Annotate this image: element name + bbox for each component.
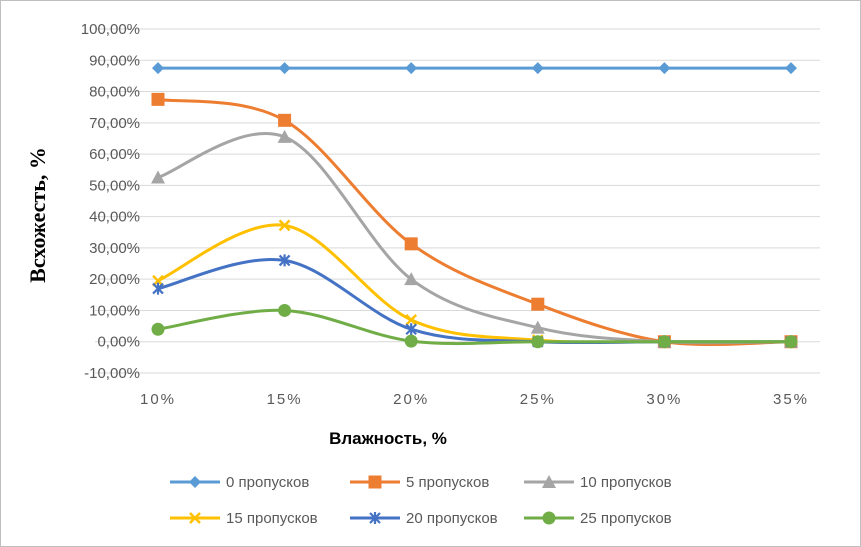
data-point — [152, 282, 164, 295]
data-point — [152, 62, 164, 75]
legend-label: 20 пропусков — [406, 510, 498, 527]
legend-marker — [369, 512, 381, 524]
data-point — [278, 113, 292, 127]
data-point — [405, 313, 418, 326]
legend-label: 5 пропусков — [406, 474, 489, 491]
data-point — [531, 297, 545, 311]
legend-marker — [542, 511, 556, 525]
legend-marker — [542, 475, 556, 488]
data-point — [657, 335, 671, 349]
data-point — [530, 320, 545, 334]
series-lines — [151, 62, 798, 349]
legend-item: 10 пропусков — [524, 474, 672, 491]
legend-item: 25 пропусков — [524, 510, 672, 527]
x-axis-label: Влажность, % — [329, 429, 447, 448]
series-3 — [152, 219, 797, 348]
y-tick-label: 80,00% — [89, 84, 140, 101]
series-line — [157, 223, 792, 344]
data-point — [405, 62, 418, 75]
y-axis-label: Всхожесть, % — [25, 147, 50, 283]
legend-marker — [368, 475, 382, 489]
series-line — [157, 308, 791, 346]
series-2 — [151, 129, 798, 348]
series-4 — [152, 254, 797, 348]
data-point — [278, 303, 292, 317]
legend-item: 20 пропусков — [350, 510, 498, 527]
data-point — [531, 62, 544, 75]
y-axis-ticks: -10,00% 0,00% 10,00% 20,00% 30,00% 40,00% 50,0… — [81, 21, 140, 382]
data-point — [151, 92, 165, 106]
data-point — [278, 254, 291, 267]
data-point — [404, 237, 418, 251]
x-tick-label: 10% — [140, 391, 176, 408]
legend-label: 0 пропусков — [226, 474, 309, 491]
x-tick-label: 20% — [393, 391, 429, 408]
legend-marker — [189, 512, 201, 524]
data-point — [785, 62, 797, 75]
y-tick-label: 40,00% — [89, 209, 140, 226]
legend-marker — [189, 476, 201, 488]
data-point — [784, 335, 798, 349]
data-point — [531, 335, 545, 349]
gridlines — [95, 28, 820, 374]
y-tick-label: 10,00% — [89, 302, 140, 319]
data-point — [405, 323, 417, 336]
y-tick-label: 30,00% — [89, 240, 140, 257]
y-tick-label: 0,00% — [97, 334, 140, 351]
data-point — [658, 62, 671, 75]
y-tick-label: -10,00% — [84, 365, 140, 382]
legend-item: 15 пропусков — [170, 510, 318, 527]
y-tick-label: 20,00% — [89, 271, 140, 288]
series-line — [157, 257, 791, 345]
y-tick-label: 100,00% — [81, 21, 140, 38]
x-axis-ticks: 10% 15% 20% 25% 30% 35% — [140, 391, 809, 408]
data-point — [277, 129, 292, 143]
legend-item: 0 пропусков — [170, 474, 309, 491]
data-point — [278, 219, 291, 232]
x-tick-label: 15% — [267, 391, 303, 408]
y-tick-label: 50,00% — [89, 177, 140, 194]
legend: 0 пропусков 5 пропусков 10 пропусков 15 про… — [170, 474, 672, 527]
data-point — [404, 334, 418, 348]
legend-label: 10 пропусков — [580, 474, 672, 491]
y-tick-label: 60,00% — [89, 146, 140, 163]
x-tick-label: 30% — [646, 391, 682, 408]
y-tick-label: 90,00% — [89, 52, 140, 69]
legend-label: 15 пропусков — [226, 510, 318, 527]
y-tick-label: 70,00% — [89, 115, 140, 132]
series-5 — [151, 303, 798, 349]
data-point — [151, 170, 165, 184]
x-tick-label: 35% — [773, 391, 809, 408]
data-point — [151, 322, 165, 336]
series-0 — [152, 62, 797, 75]
legend-item: 5 пропусков — [350, 474, 489, 491]
x-tick-label: 25% — [520, 391, 556, 408]
legend-label: 25 пропусков — [580, 510, 672, 527]
data-point — [278, 62, 291, 75]
series-line — [157, 97, 792, 347]
data-point — [404, 272, 419, 286]
